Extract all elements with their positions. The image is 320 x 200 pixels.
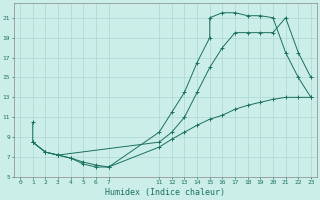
X-axis label: Humidex (Indice chaleur): Humidex (Indice chaleur) [106,188,226,197]
